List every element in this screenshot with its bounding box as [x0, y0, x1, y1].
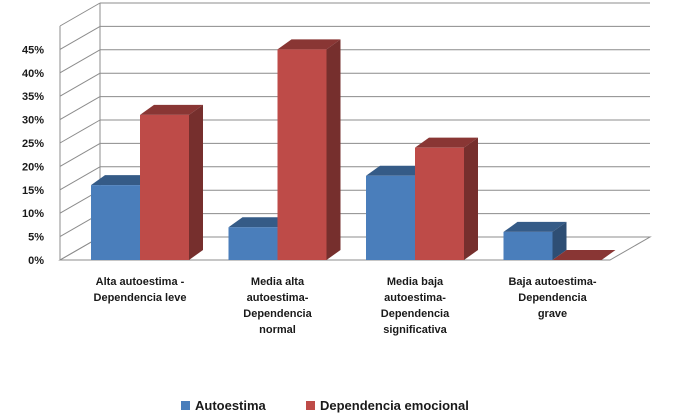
bar	[277, 39, 341, 261]
bar	[503, 221, 567, 260]
x-axis-categories: Alta autoestima -Dependencia leve Media a…	[94, 276, 597, 336]
y-tick-label: 20%	[22, 161, 44, 173]
side-gridline	[59, 49, 101, 74]
x-category-label: Alta autoestima -Dependencia leve	[94, 276, 187, 304]
bar-top	[366, 165, 429, 176]
bar-front	[228, 227, 278, 260]
y-tick-label: 25%	[22, 138, 44, 150]
bar	[415, 137, 478, 260]
bar-top	[552, 250, 616, 260]
y-tick-label: 45%	[22, 44, 44, 56]
legend-item: Autoestima	[181, 398, 267, 413]
bar-front	[415, 147, 464, 260]
bar-top	[277, 39, 341, 50]
y-tick-label: 15%	[22, 185, 44, 197]
bar-front	[366, 175, 415, 260]
bar-front	[140, 114, 189, 260]
x-category-label: Media alta autoestima-Dependencia normal	[243, 276, 312, 336]
bar-front	[91, 185, 140, 260]
y-tick-label: 10%	[22, 208, 44, 220]
bar-top	[415, 137, 478, 148]
bar-top	[140, 104, 203, 115]
side-gridline	[59, 25, 101, 50]
side-gridline-top	[59, 2, 101, 27]
legend-label: Dependencia emocional	[320, 398, 469, 413]
side-gridline	[59, 72, 101, 97]
y-tick-label: 5%	[28, 232, 44, 244]
bar-side	[189, 104, 203, 260]
legend-swatch	[306, 401, 315, 410]
legend-item: Dependencia emocional	[306, 398, 469, 413]
x-category-label: Baja autoestima-Dependencia grave	[508, 276, 596, 320]
side-gridline	[59, 142, 101, 167]
y-tick-label: 35%	[22, 91, 44, 103]
side-gridline	[59, 166, 101, 191]
legend-swatch	[181, 401, 190, 410]
y-axis-ticks: 0% 5% 10% 15% 20% 25% 30% 35% 40% 45%	[22, 44, 44, 267]
bar-top	[503, 221, 567, 232]
side-gridline	[59, 96, 101, 121]
y-tick-label: 30%	[22, 115, 44, 127]
bar-side	[326, 39, 341, 261]
bar-side	[464, 137, 478, 260]
legend-label: Autoestima	[195, 398, 267, 413]
bar-top	[91, 175, 154, 186]
bar-front	[503, 231, 553, 260]
y-tick-label: 0%	[28, 255, 44, 267]
bar-top	[228, 217, 292, 228]
bar	[140, 104, 203, 260]
legend: Autoestima Dependencia emocional	[181, 398, 469, 413]
bars	[91, 39, 616, 261]
bar-side	[552, 221, 567, 260]
bar-front	[277, 49, 327, 261]
x-category-label: Media baja autoestima-Dependencia signific…	[381, 276, 450, 336]
bar	[552, 250, 616, 260]
y-tick-label: 40%	[22, 68, 44, 80]
side-gridline	[59, 119, 101, 144]
